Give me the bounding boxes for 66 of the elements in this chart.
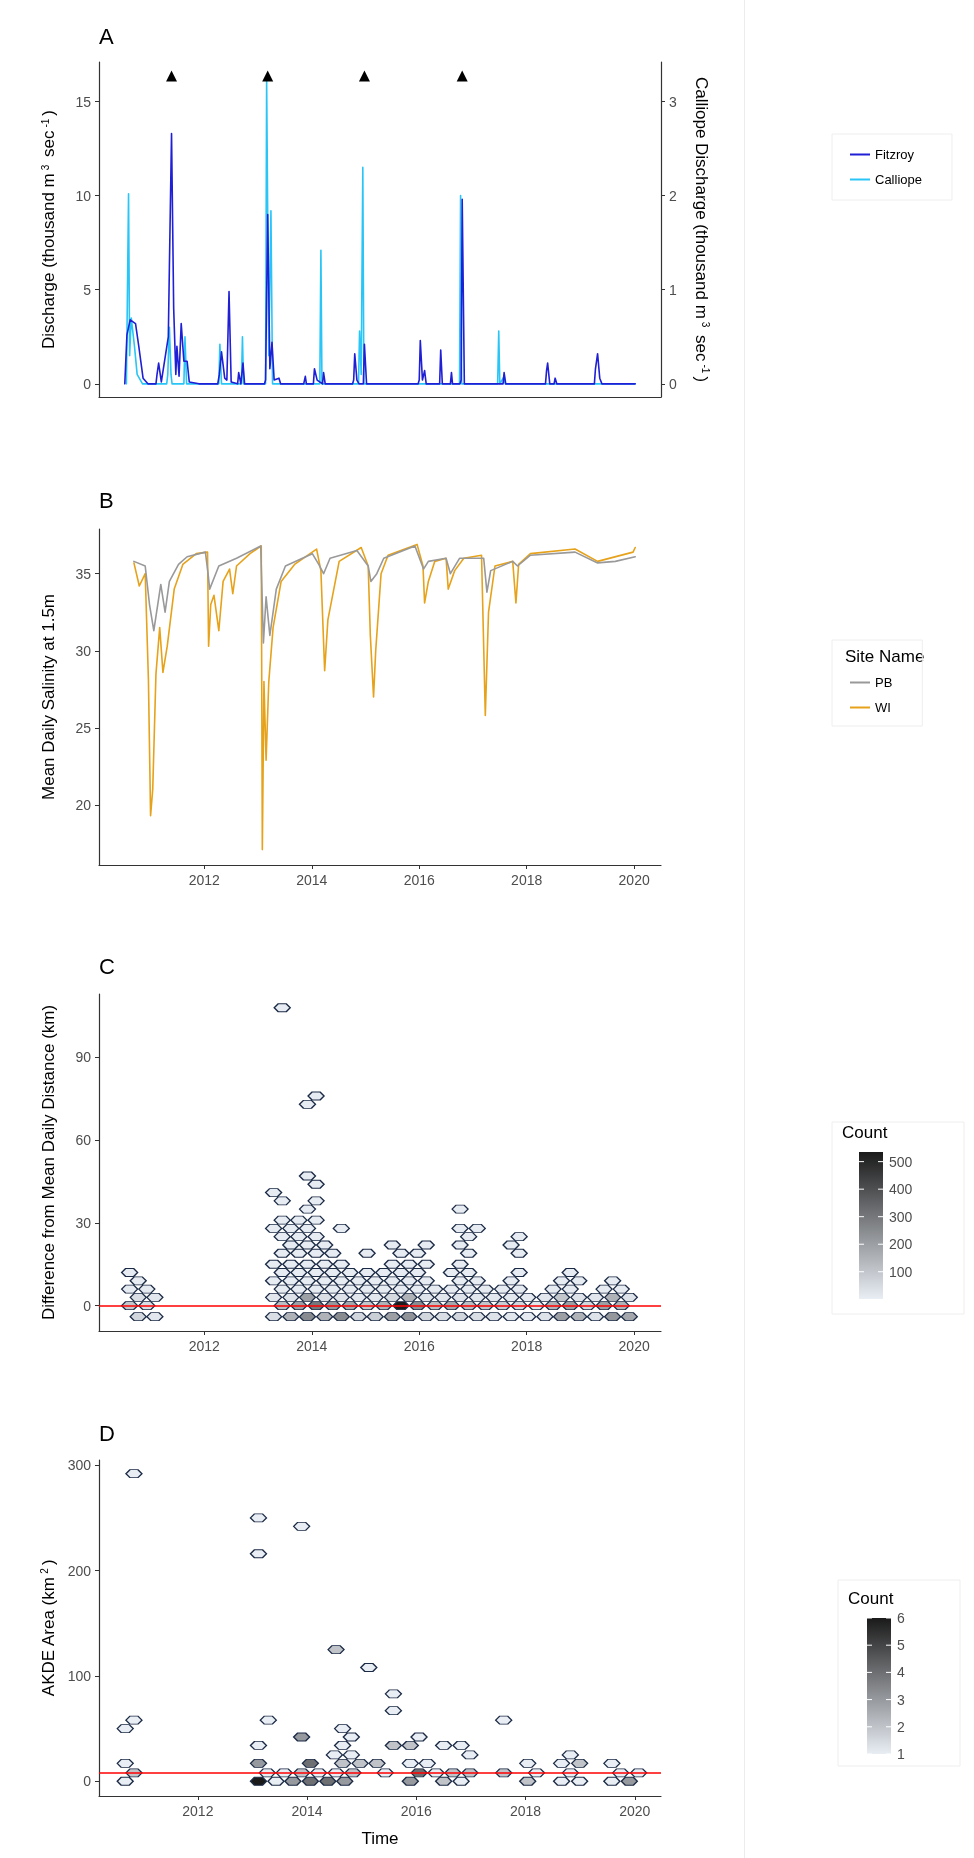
y-tick-label: 30 bbox=[75, 1214, 92, 1231]
x-tick-label: 2012 bbox=[188, 1338, 221, 1354]
x-tick-label: 2018 bbox=[509, 1803, 542, 1819]
color-bar-label: 6 bbox=[897, 1610, 905, 1626]
y-axis-title: Discharge (thousand m3 sec-1) bbox=[39, 109, 58, 350]
y2-tick-label: 1 bbox=[669, 281, 677, 298]
legend-title: Site Name bbox=[845, 647, 925, 666]
chart-title: A bbox=[99, 23, 114, 49]
x-tick-label: 2020 bbox=[618, 1338, 650, 1354]
y-tick-label: 0 bbox=[83, 1773, 92, 1790]
x-tick-label: 2016 bbox=[403, 872, 435, 888]
color-bar-label: 1 bbox=[897, 1746, 905, 1762]
y2-axis-title: Calliope Discharge (thousand m3 sec-1) bbox=[692, 76, 711, 383]
x-tick-label: 2014 bbox=[296, 872, 328, 888]
y-tick-label: 200 bbox=[67, 1562, 92, 1579]
color-bar-label: 200 bbox=[889, 1236, 913, 1253]
y-tick-label: 0 bbox=[83, 375, 92, 392]
y-tick-label: 300 bbox=[67, 1457, 92, 1474]
chart-title: D bbox=[99, 1420, 115, 1446]
x-tick-label: 2016 bbox=[400, 1803, 433, 1819]
legend-label: WI bbox=[875, 700, 891, 715]
y-tick-label: 25 bbox=[75, 719, 92, 736]
legend-label: Calliope bbox=[875, 172, 922, 187]
line-series bbox=[133, 543, 637, 851]
color-bar-label: 300 bbox=[889, 1208, 913, 1225]
y-tick-label: 35 bbox=[75, 565, 92, 582]
x-tick-label: 2014 bbox=[291, 1803, 323, 1819]
y2-tick-label: 3 bbox=[669, 93, 677, 110]
color-bar-label: 4 bbox=[897, 1664, 905, 1681]
y-tick-label: 10 bbox=[75, 187, 92, 204]
color-bar-title: Count bbox=[848, 1589, 894, 1608]
color-bar-label: 2 bbox=[897, 1718, 905, 1735]
chart-title: C bbox=[99, 953, 115, 979]
x-tick-label: 2018 bbox=[511, 1338, 543, 1354]
y-tick-label: 30 bbox=[75, 642, 92, 659]
color-bar-label: 3 bbox=[897, 1691, 905, 1708]
y2-tick-label: 2 bbox=[669, 187, 677, 204]
color-bar-label: 100 bbox=[889, 1263, 913, 1280]
x-tick-label: 2018 bbox=[511, 872, 543, 888]
y-tick-label: 5 bbox=[83, 281, 92, 298]
x-tick-label: 2020 bbox=[618, 872, 650, 888]
y2-tick-label: 0 bbox=[669, 375, 677, 392]
color-bar-label: 400 bbox=[889, 1181, 913, 1198]
y-tick-label: 20 bbox=[75, 796, 92, 813]
color-bar-label: 5 bbox=[897, 1637, 905, 1654]
y-tick-label: 60 bbox=[75, 1132, 92, 1149]
x-tick-label: 2012 bbox=[188, 872, 221, 888]
y-tick-label: 15 bbox=[75, 93, 92, 110]
x-tick-label: 2016 bbox=[403, 1338, 435, 1354]
x-tick-label: 2020 bbox=[619, 1803, 651, 1819]
color-bar-title: Count bbox=[842, 1123, 888, 1142]
x-tick-label: 2014 bbox=[296, 1338, 328, 1354]
line-series bbox=[133, 545, 637, 644]
line-series bbox=[123, 132, 637, 385]
y-axis-title: Difference from Mean Daily Distance (km) bbox=[39, 1004, 58, 1321]
legend-label: Fitzroy bbox=[875, 147, 915, 162]
y-tick-label: 0 bbox=[83, 1297, 92, 1314]
y-tick-label: 100 bbox=[67, 1667, 92, 1684]
legend-label: PB bbox=[875, 675, 893, 690]
x-axis-title: Time bbox=[361, 1829, 399, 1848]
y-axis-title: Mean Daily Salinity at 1.5m bbox=[39, 594, 58, 800]
x-tick-label: 2012 bbox=[182, 1803, 214, 1819]
y-axis-title: AKDE Area (km2) bbox=[38, 1559, 58, 1697]
chart-title: B bbox=[99, 487, 114, 513]
y-tick-label: 90 bbox=[75, 1049, 92, 1066]
color-bar-label: 500 bbox=[889, 1153, 913, 1170]
